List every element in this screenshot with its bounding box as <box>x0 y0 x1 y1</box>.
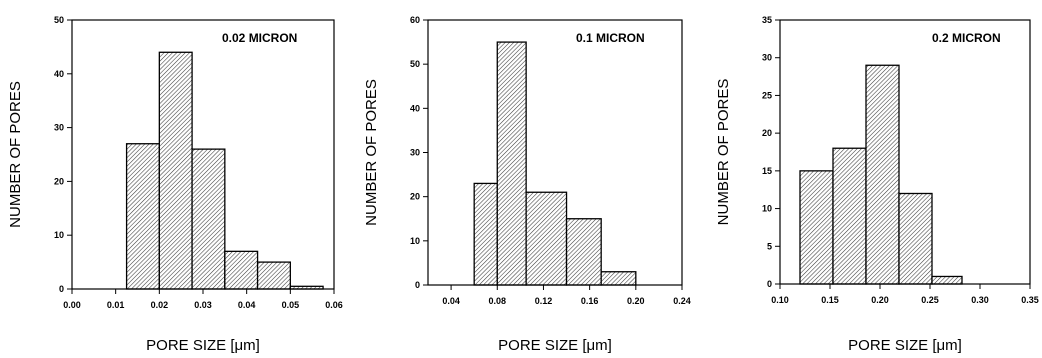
y-tick-label: 15 <box>762 166 772 176</box>
x-tick-label: 0.20 <box>871 295 889 305</box>
y-tick-label: 5 <box>767 241 772 251</box>
x-tick-label: 0.01 <box>107 300 125 310</box>
x-tick-label: 0.10 <box>771 295 789 305</box>
y-tick-label: 50 <box>410 59 420 69</box>
y-tick-label: 10 <box>762 204 772 214</box>
x-axis-label: PORE SIZE [μm] <box>146 337 260 354</box>
plot-frame <box>779 19 1031 285</box>
y-tick-label: 10 <box>54 230 64 240</box>
y-tick-label: 20 <box>54 176 64 186</box>
y-tick-label: 30 <box>54 123 64 133</box>
histogram-panel-3: 0 5 10 15 20 25 30 35 0.10 0.15 0.20 0.25 0.30 0.35 0.… <box>715 15 1039 354</box>
x-tick-label: 0.05 <box>282 300 300 310</box>
x-tick-label: 0.30 <box>971 295 989 305</box>
y-axis-label: NUMBER OF PORES <box>7 81 24 228</box>
histogram-bar <box>224 250 259 290</box>
histogram-bar <box>600 271 637 286</box>
x-tick-label: 0.20 <box>627 296 645 306</box>
y-tick-label: 40 <box>54 69 64 79</box>
histogram-bar <box>496 41 527 286</box>
histogram-bar <box>473 182 498 286</box>
x-tick-label: 0.04 <box>442 296 460 306</box>
y-axis-label: NUMBER OF PORES <box>715 79 732 226</box>
y-tick-label: 25 <box>762 90 772 100</box>
x-tick-label: 0.35 <box>1021 295 1039 305</box>
histogram-bar <box>898 192 933 285</box>
y-tick-label: 0 <box>59 284 64 294</box>
y-tick-label: 35 <box>762 15 772 25</box>
x-tick-label: 0.25 <box>921 295 939 305</box>
x-tick-label: 0.00 <box>63 300 81 310</box>
y-tick-label: 60 <box>410 15 420 25</box>
x-tick-label: 0.06 <box>325 300 343 310</box>
histogram-bar <box>191 148 226 290</box>
histogram-bar <box>565 218 602 286</box>
histogram-bar <box>865 64 900 285</box>
histogram-bar <box>125 143 160 290</box>
y-tick-label: 40 <box>410 103 420 113</box>
panel-title: 0.1 MICRON <box>576 31 645 45</box>
y-tick-label: 20 <box>410 192 420 202</box>
histogram-bar <box>158 51 193 290</box>
histogram-bar <box>256 261 291 290</box>
histogram-bar <box>931 275 963 285</box>
y-tick-label: 10 <box>410 236 420 246</box>
x-tick-label: 0.12 <box>535 296 553 306</box>
panel-title: 0.02 MICRON <box>222 31 297 45</box>
x-tick-label: 0.03 <box>194 300 212 310</box>
y-tick-label: 50 <box>54 15 64 25</box>
x-tick-label: 0.04 <box>238 300 256 310</box>
histogram-panel-2: 0 10 20 30 40 50 60 0.04 0.08 0.12 0.16 0.20 0.24 0.1… <box>363 15 691 354</box>
histogram-bar <box>832 147 867 285</box>
histogram-bar <box>525 191 568 286</box>
x-tick-label: 0.08 <box>489 296 507 306</box>
y-tick-label: 0 <box>767 279 772 289</box>
panel-title: 0.2 MICRON <box>932 31 1001 45</box>
histogram-panel-1: 0 10 20 30 40 50 0.00 0.01 0.02 0.03 0.04 0.05 0.06 0… <box>7 15 343 354</box>
histogram-bar <box>799 170 834 285</box>
y-tick-label: 30 <box>762 53 772 63</box>
y-axis-label: NUMBER OF PORES <box>363 79 380 226</box>
x-tick-label: 0.02 <box>151 300 169 310</box>
x-tick-label: 0.16 <box>581 296 599 306</box>
x-axis-label: PORE SIZE [μm] <box>498 337 612 354</box>
y-tick-label: 0 <box>415 280 420 290</box>
x-axis-label: PORE SIZE [μm] <box>848 337 962 354</box>
x-tick-label: 0.24 <box>673 296 691 306</box>
y-tick-label: 30 <box>410 148 420 158</box>
y-tick-label: 20 <box>762 128 772 138</box>
x-tick-label: 0.15 <box>821 295 839 305</box>
